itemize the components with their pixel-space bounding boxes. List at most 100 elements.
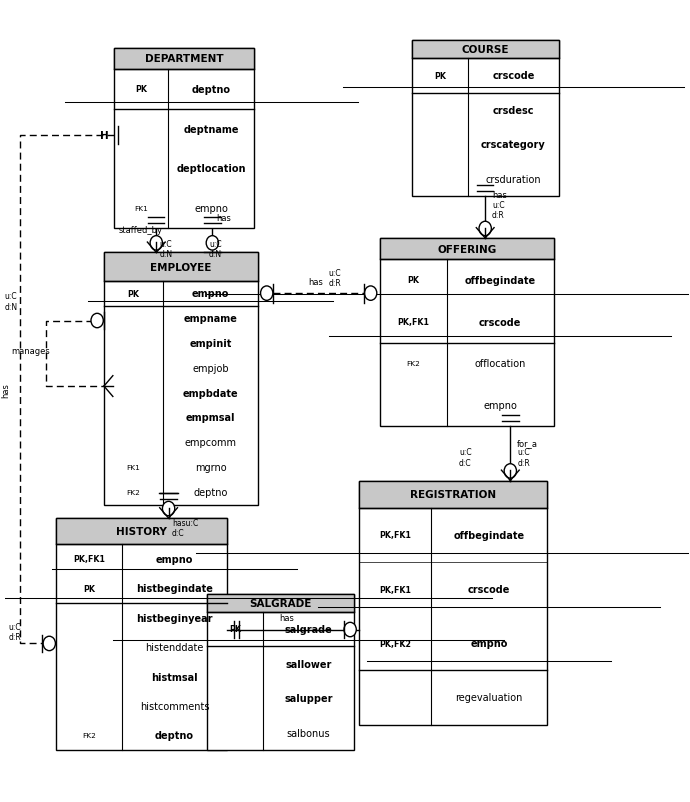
Text: FK2: FK2 (406, 361, 420, 367)
Text: empno: empno (192, 289, 229, 299)
Text: crscategory: crscategory (481, 140, 546, 150)
Text: histcomments: histcomments (140, 701, 209, 711)
Text: deptname: deptname (184, 124, 239, 135)
Text: PK: PK (407, 276, 419, 286)
Text: mgrno: mgrno (195, 463, 226, 472)
Bar (115, 50, 255, 70)
Text: PK: PK (229, 625, 241, 634)
Text: PK,FK1: PK,FK1 (397, 318, 429, 327)
Bar (206, 594, 353, 612)
Text: u:C
d:N: u:C d:N (209, 240, 222, 259)
Text: has: has (217, 214, 231, 223)
Text: u:C
d:R: u:C d:R (8, 622, 21, 642)
Text: histmsal: histmsal (151, 672, 198, 682)
Text: crsduration: crsduration (486, 175, 541, 185)
Text: u:C
d:R: u:C d:R (328, 269, 341, 288)
Text: offbegindate: offbegindate (465, 276, 536, 286)
Text: salupper: salupper (284, 694, 333, 703)
Text: EMPLOYEE: EMPLOYEE (150, 262, 212, 272)
Circle shape (479, 222, 491, 237)
Text: u:C
d:C: u:C d:C (459, 448, 472, 467)
Text: has: has (1, 383, 10, 397)
Text: PK: PK (83, 584, 95, 593)
Text: empname: empname (184, 314, 237, 323)
Text: deptno: deptno (192, 84, 230, 95)
Text: crsdesc: crsdesc (493, 106, 534, 115)
Text: empno: empno (195, 205, 228, 214)
Text: u:C
d:N: u:C d:N (159, 240, 172, 259)
Text: deptno: deptno (193, 488, 228, 497)
Text: salbonus: salbonus (286, 728, 330, 738)
Text: FK1: FK1 (135, 206, 148, 213)
Text: empinit: empinit (189, 338, 232, 348)
Text: histbegindate: histbegindate (136, 584, 213, 593)
Text: histbeginyear: histbeginyear (136, 613, 213, 623)
Circle shape (261, 286, 273, 301)
Text: FK2: FK2 (127, 489, 141, 496)
Text: u:C
d:R: u:C d:R (492, 200, 505, 220)
Text: hasu:C: hasu:C (172, 518, 198, 527)
Text: empno: empno (484, 401, 518, 411)
Bar (56, 518, 227, 545)
Text: FK2: FK2 (82, 732, 96, 739)
Text: PK,FK1: PK,FK1 (380, 585, 411, 594)
Text: regevaluation: regevaluation (455, 693, 523, 703)
Text: DEPARTMENT: DEPARTMENT (145, 55, 224, 64)
Circle shape (43, 637, 55, 651)
Text: crscode: crscode (492, 71, 535, 81)
Text: staffed_by: staffed_by (119, 226, 163, 235)
Text: crscode: crscode (479, 318, 522, 327)
Text: u:C
d:N: u:C d:N (5, 292, 18, 311)
Circle shape (364, 286, 377, 301)
Text: SALGRADE: SALGRADE (249, 598, 311, 608)
Text: PK: PK (128, 290, 139, 298)
Text: empjob: empjob (193, 363, 229, 373)
Circle shape (206, 237, 219, 251)
Text: empno: empno (156, 554, 193, 564)
Text: FK1: FK1 (127, 464, 141, 471)
Text: crscode: crscode (468, 585, 511, 594)
Text: PK,FK1: PK,FK1 (73, 555, 105, 564)
Circle shape (150, 237, 162, 251)
Bar (359, 481, 547, 508)
Text: deptlocation: deptlocation (177, 164, 246, 174)
Text: d:C: d:C (172, 529, 185, 537)
Bar (380, 239, 554, 427)
Circle shape (344, 622, 356, 637)
Text: has: has (279, 614, 294, 622)
Bar (104, 253, 258, 505)
Text: empcomm: empcomm (184, 438, 237, 448)
Text: PK,FK2: PK,FK2 (380, 639, 411, 648)
Bar (412, 42, 559, 59)
Text: offlocation: offlocation (475, 359, 526, 369)
Bar (412, 42, 559, 197)
Bar (56, 518, 227, 750)
Text: manages: manages (12, 346, 50, 356)
Bar (380, 239, 554, 260)
Text: PK: PK (434, 71, 446, 80)
Text: u:C
d:R: u:C d:R (517, 448, 530, 467)
Text: has: has (492, 191, 507, 200)
Text: sallower: sallower (285, 658, 331, 669)
Bar (115, 50, 255, 229)
Text: for_a: for_a (517, 439, 538, 448)
Text: offbegindate: offbegindate (454, 530, 525, 541)
Circle shape (162, 502, 175, 516)
Text: OFFERING: OFFERING (437, 245, 496, 254)
Text: H: H (100, 131, 109, 140)
Bar (206, 594, 353, 750)
Circle shape (91, 314, 103, 328)
Text: empno: empno (471, 638, 508, 649)
Bar (104, 253, 258, 282)
Text: empbdate: empbdate (183, 388, 238, 398)
Text: histenddate: histenddate (146, 642, 204, 652)
Circle shape (504, 464, 517, 479)
Text: empmsal: empmsal (186, 413, 235, 423)
Text: has: has (308, 277, 324, 286)
Text: PK,FK1: PK,FK1 (380, 531, 411, 540)
Text: PK: PK (135, 85, 147, 94)
Bar (359, 481, 547, 725)
Text: COURSE: COURSE (462, 45, 509, 55)
Text: REGISTRATION: REGISTRATION (410, 489, 496, 500)
Text: deptno: deptno (155, 731, 194, 740)
